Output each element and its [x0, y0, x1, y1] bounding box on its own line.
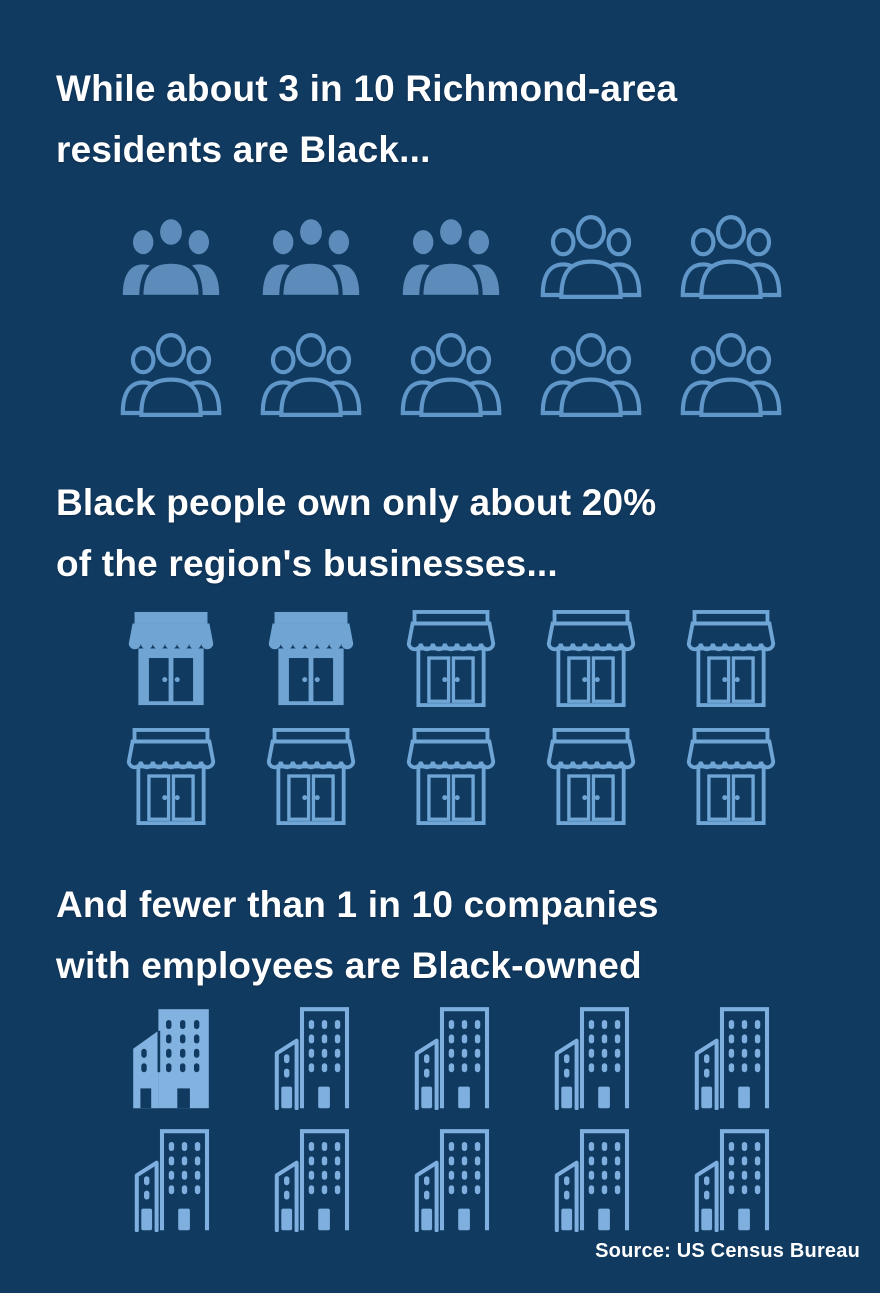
- storefront-icon: [260, 726, 362, 828]
- office-building-icon: [400, 1002, 502, 1110]
- storefront-icon: [680, 608, 782, 710]
- office-building-icon: [680, 1124, 782, 1232]
- people-group-icon: [680, 324, 782, 426]
- office-building-row: [120, 1124, 824, 1232]
- storefront-icon: [400, 726, 502, 828]
- office-building-icon: [680, 1002, 782, 1110]
- storefront-icon-highlighted: [260, 608, 362, 710]
- storefront-icon: [120, 726, 222, 828]
- building-pictograph: [120, 1002, 824, 1232]
- office-building-icon: [120, 1124, 222, 1232]
- people-group-row: [120, 206, 824, 308]
- storefront-icon: [540, 726, 642, 828]
- office-building-icon: [260, 1124, 362, 1232]
- office-building-icon: [260, 1002, 362, 1110]
- headline-businesses: Black people own only about 20% of the r…: [56, 482, 657, 585]
- storefront-icon-highlighted: [120, 608, 222, 710]
- people-group-icon: [540, 206, 642, 308]
- storefront-row: [120, 726, 824, 828]
- people-group-icon-highlighted: [260, 206, 362, 308]
- headline-companies: And fewer than 1 in 10 companies with em…: [56, 884, 659, 987]
- people-group-icon: [540, 324, 642, 426]
- source-credit: Source: US Census Bureau: [595, 1240, 860, 1262]
- storefront-pictograph: [120, 608, 824, 828]
- people-pictograph: [120, 206, 824, 426]
- office-building-icon: [540, 1002, 642, 1110]
- people-group-icon-highlighted: [120, 206, 222, 308]
- people-group-icon: [260, 324, 362, 426]
- people-group-icon: [120, 324, 222, 426]
- office-building-icon-highlighted: [120, 1002, 222, 1110]
- people-group-icon-highlighted: [400, 206, 502, 308]
- people-group-row: [120, 324, 824, 426]
- storefront-icon: [680, 726, 782, 828]
- headline-residents: While about 3 in 10 Richmond-area reside…: [56, 68, 678, 171]
- infographic: While about 3 in 10 Richmond-area reside…: [56, 68, 880, 1232]
- people-group-icon: [400, 324, 502, 426]
- office-building-icon: [400, 1124, 502, 1232]
- office-building-row: [120, 1002, 824, 1110]
- storefront-row: [120, 608, 824, 710]
- storefront-icon: [400, 608, 502, 710]
- storefront-icon: [540, 608, 642, 710]
- people-group-icon: [680, 206, 782, 308]
- office-building-icon: [540, 1124, 642, 1232]
